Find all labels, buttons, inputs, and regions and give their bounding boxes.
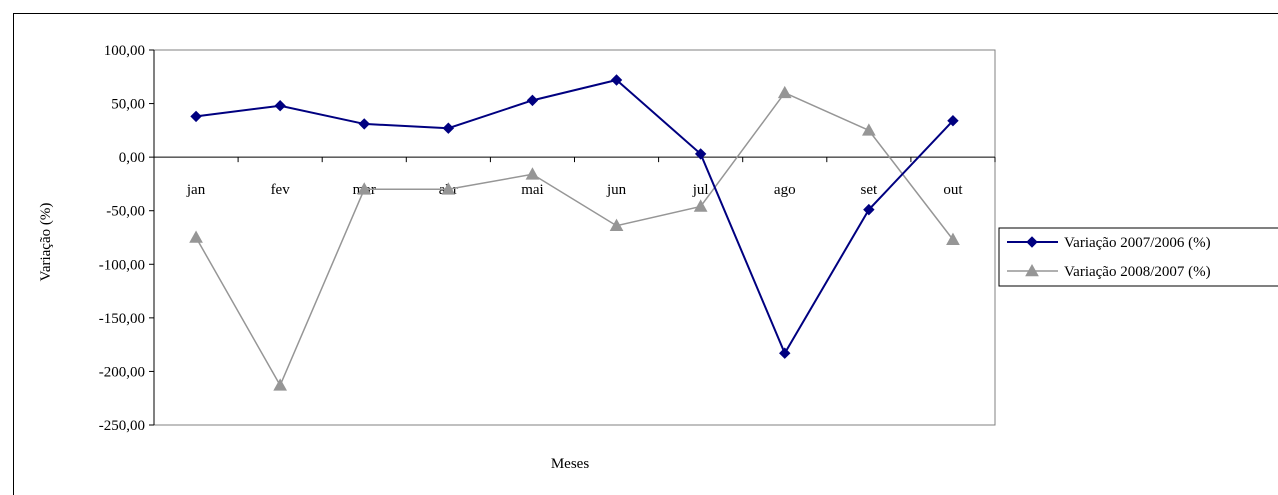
data-point [274, 100, 286, 112]
legend-box [998, 227, 1278, 287]
x-tick-label: jun [606, 182, 627, 198]
legend-item: Variação 2008/2007 (%) [1007, 263, 1211, 280]
x-tick-label: jan [186, 182, 206, 198]
x-tick-label: fev [271, 182, 291, 198]
y-tick-label: 0,00 [119, 150, 145, 166]
x-tick-label: ago [774, 182, 796, 198]
y-tick-label: 100,00 [104, 43, 145, 59]
data-point [693, 199, 708, 212]
y-tick-label: -100,00 [99, 257, 145, 273]
series-layer [189, 74, 960, 391]
data-point [273, 378, 287, 391]
data-point [779, 347, 791, 359]
legend: Variação 2007/2006 (%) Variação 2008/2007… [998, 227, 1278, 287]
y-tick-label: -50,00 [106, 204, 145, 220]
y-tick-label: -150,00 [99, 311, 145, 327]
data-point [609, 218, 624, 232]
data-point [525, 167, 540, 180]
data-point [863, 203, 875, 216]
legend-item: Variação 2007/2006 (%) [1007, 235, 1211, 251]
plot-area [153, 49, 996, 426]
data-point [694, 148, 707, 160]
y-axis-ticks: 100,00 50,00 0,00 -50,00 -100,00 -150,00 -200,… [99, 43, 154, 434]
data-point [947, 115, 959, 127]
legend-items: Variação 2007/2006 (%) Variação 2008/2007… [1007, 235, 1211, 280]
data-point [442, 122, 455, 134]
triangle-marker-icon [1025, 263, 1039, 277]
y-tick-label: 50,00 [111, 97, 145, 113]
y-tick-label: -200,00 [99, 364, 145, 380]
data-point [777, 85, 792, 99]
x-tick-label: jul [692, 182, 709, 198]
data-point [610, 74, 623, 86]
diamond-marker-icon [1026, 236, 1038, 248]
y-tick-label: -250,00 [99, 418, 145, 434]
series-2 [189, 85, 960, 391]
x-tick-label: set [861, 182, 878, 198]
data-point [441, 182, 456, 195]
data-point [189, 230, 203, 243]
series-line [195, 91, 954, 388]
series-line [195, 78, 954, 356]
legend-label: Variação 2007/2006 (%) [1064, 235, 1211, 251]
data-point [357, 182, 372, 195]
series-1 [190, 74, 959, 359]
data-point [190, 110, 202, 123]
data-point [862, 123, 876, 136]
x-tick-label: out [943, 182, 963, 198]
data-point [526, 94, 539, 107]
y-axis-title: Variação (%) [38, 203, 54, 282]
legend-label: Variação 2008/2007 (%) [1064, 264, 1211, 280]
x-tick-label: mai [521, 182, 544, 198]
data-point [946, 232, 960, 245]
data-point [358, 118, 370, 130]
x-axis-title: Meses [551, 456, 589, 472]
